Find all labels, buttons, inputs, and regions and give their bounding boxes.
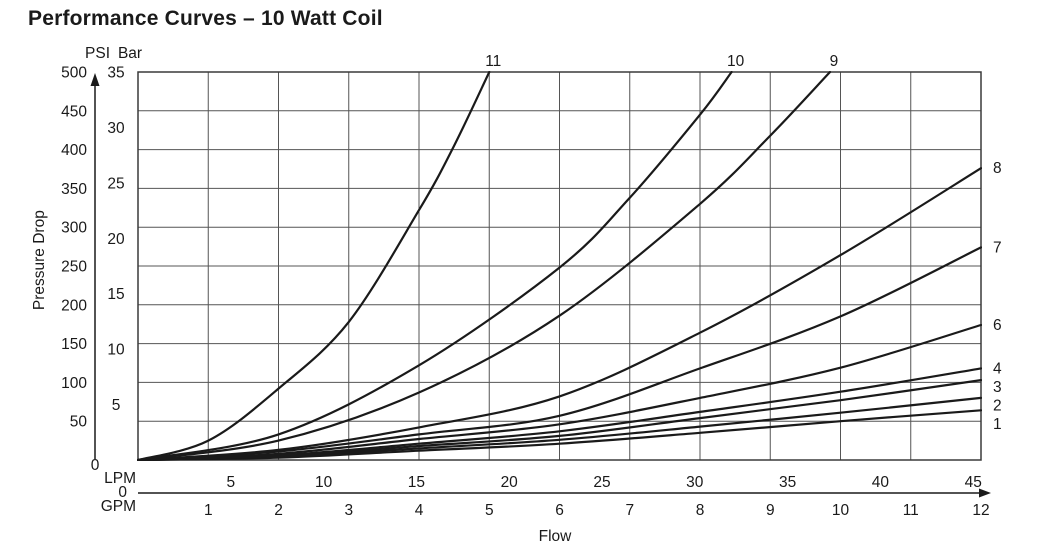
gpm-unit-label: GPM (100, 498, 136, 515)
y-axis-arrowhead (90, 73, 100, 86)
lpm-tick: 20 (501, 474, 519, 491)
curve-7 (137, 246, 982, 461)
gpm-tick: 3 (344, 502, 353, 519)
psi-tick: 300 (61, 220, 87, 237)
gpm-tick: 6 (555, 502, 564, 519)
psi-tick: 250 (61, 259, 87, 276)
lpm-tick: 45 (965, 474, 982, 491)
curve-label-9: 9 (830, 53, 839, 70)
lpm-tick: 30 (686, 474, 704, 491)
bar-tick: 10 (107, 342, 125, 359)
curve-label-10: 10 (727, 53, 745, 70)
gpm-tick: 1 (204, 502, 213, 519)
x-axis-arrowhead (979, 488, 991, 498)
lpm-unit-label: LPM (104, 470, 136, 487)
gpm-tick: 2 (274, 502, 283, 519)
curve-label-3: 3 (993, 379, 1002, 396)
lpm-tick: 5 (226, 474, 235, 491)
curve-label-2: 2 (993, 397, 1002, 414)
curve-10 (137, 71, 733, 461)
curve-label-11: 11 (485, 53, 501, 70)
gpm-tick: 11 (903, 502, 919, 519)
x-axis-title: Flow (538, 528, 572, 545)
curve-11 (137, 71, 491, 461)
bar-tick: 25 (107, 175, 124, 192)
psi-zero-label: 0 (90, 457, 100, 474)
lpm-tick: 35 (779, 474, 796, 491)
bar-unit-header: Bar (117, 45, 143, 62)
psi-tick: 100 (61, 375, 87, 392)
gpm-tick: 12 (972, 502, 989, 519)
bar-tick: 5 (112, 397, 121, 414)
bar-tick: 15 (107, 286, 124, 303)
gpm-tick: 8 (696, 502, 705, 519)
curve-label-1: 1 (993, 416, 1002, 433)
lpm-tick: 40 (872, 474, 890, 491)
psi-unit-header: PSI (85, 45, 110, 62)
gpm-tick: 7 (625, 502, 634, 519)
gpm-tick: 5 (485, 502, 494, 519)
curve-8 (137, 167, 982, 461)
curve-label-4: 4 (993, 360, 1002, 377)
bar-tick: 20 (107, 231, 125, 248)
psi-tick: 500 (61, 65, 87, 82)
curve-9 (137, 71, 832, 461)
curve-6 (137, 323, 982, 461)
lpm-tick: 25 (593, 474, 610, 491)
psi-tick: 400 (61, 142, 87, 159)
curve-label-6: 6 (993, 317, 1002, 334)
psi-tick: 450 (61, 103, 87, 120)
psi-tick: 50 (70, 414, 88, 431)
psi-tick: 200 (61, 297, 87, 314)
psi-tick: 350 (61, 181, 87, 198)
gpm-tick: 10 (832, 502, 850, 519)
bar-tick: 30 (107, 120, 125, 137)
plot-frame (137, 71, 982, 461)
gpm-tick: 4 (415, 502, 424, 519)
gpm-tick: 9 (766, 502, 775, 519)
lpm-tick: 10 (315, 474, 333, 491)
flow-zero-label: 0 (118, 484, 127, 501)
curve-4 (137, 367, 982, 461)
curve-label-8: 8 (993, 160, 1002, 177)
curve-label-7: 7 (993, 239, 1002, 256)
lpm-tick: 15 (408, 474, 425, 491)
psi-tick: 150 (61, 336, 87, 353)
bar-tick: 35 (107, 65, 124, 82)
chart-title: Performance Curves – 10 Watt Coil (28, 7, 383, 30)
